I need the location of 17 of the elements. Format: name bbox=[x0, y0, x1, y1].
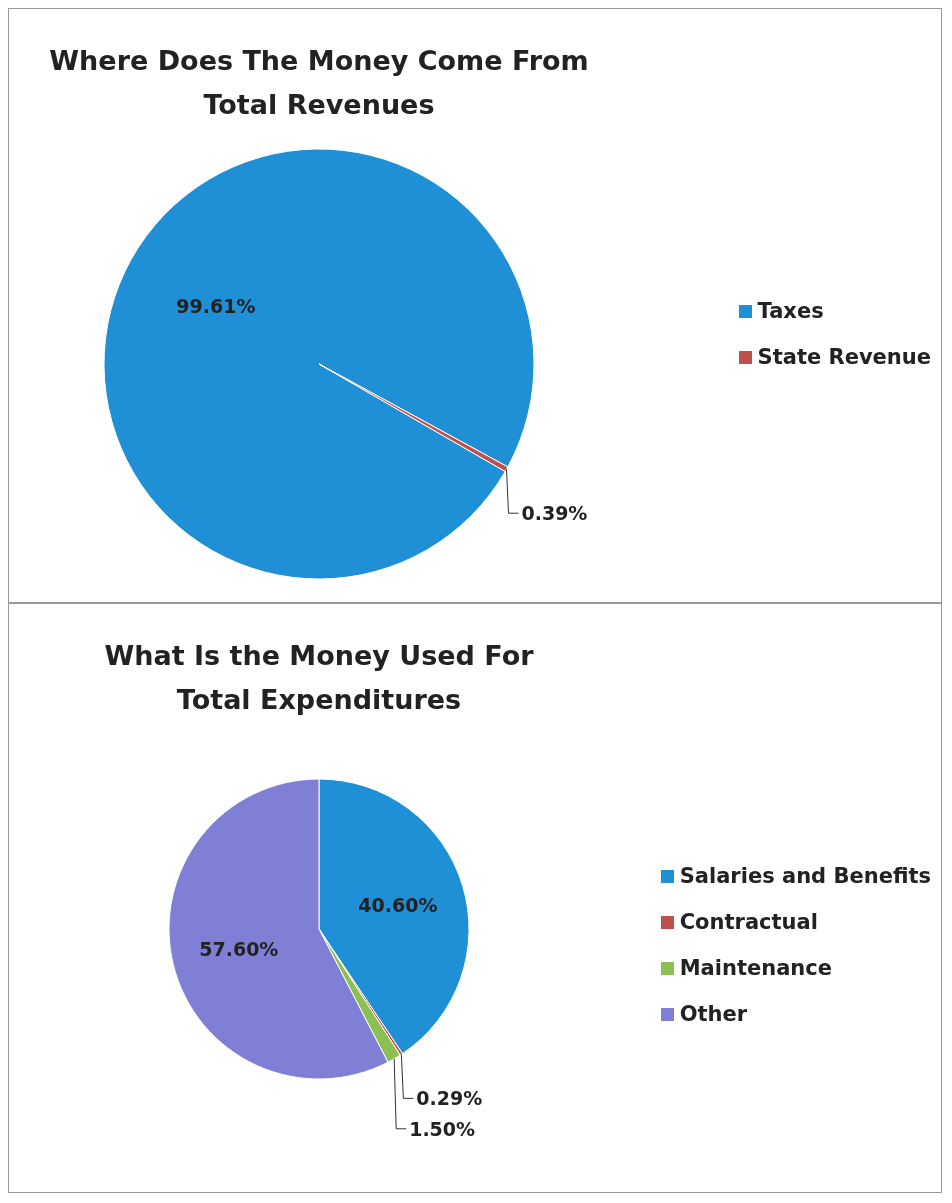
legend-label: Other bbox=[679, 1002, 748, 1026]
legend-label: Contractual bbox=[679, 910, 818, 934]
chart-title: Where Does The Money Come From bbox=[48, 44, 590, 78]
legend-label: Maintenance bbox=[679, 956, 832, 980]
chart-subtitle: Total Revenues bbox=[202, 88, 436, 122]
pie-slice bbox=[318, 363, 509, 472]
legend-label: Salaries and Benefits bbox=[679, 864, 931, 888]
chart-title: What Is the Money Used For bbox=[103, 639, 535, 673]
chart-subtitle: Total Expenditures bbox=[175, 683, 463, 717]
data-label: 40.60% bbox=[358, 894, 438, 916]
data-label: 0.39% bbox=[521, 502, 588, 525]
legend-label: State Revenue bbox=[757, 345, 931, 369]
data-label: 99.61% bbox=[176, 295, 256, 318]
data-label: 1.50% bbox=[409, 1117, 476, 1140]
data-label: 0.29% bbox=[416, 1087, 483, 1110]
data-label: 57.60% bbox=[199, 937, 279, 960]
legend-label: Taxes bbox=[757, 299, 824, 323]
